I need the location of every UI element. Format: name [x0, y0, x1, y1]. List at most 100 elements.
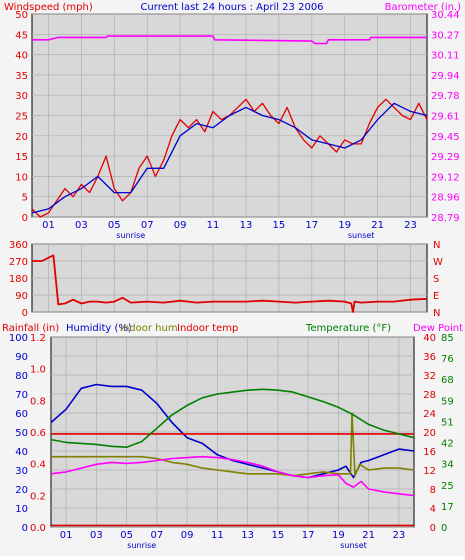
wind-baro-grid [32, 13, 427, 218]
series-dew-point [50, 455, 415, 497]
x-tick-label: 15 [272, 530, 285, 541]
legend-temperature: Temperature (°F) [305, 323, 391, 334]
x-tick-label: 09 [181, 530, 194, 541]
windspeed-tick-label: 45 [15, 30, 28, 41]
legend-indoor-temp: Indoor temp [177, 323, 238, 334]
barometer-tick-label: 30.27 [431, 30, 460, 41]
x-tick-label: 13 [241, 530, 254, 541]
x-tick-label: 05 [120, 530, 133, 541]
series-indoor-hum [51, 412, 415, 477]
humidity-tick-label: 30 [15, 466, 28, 477]
barometer-tick-label: 29.45 [431, 132, 460, 143]
series-wind-direction [32, 254, 428, 313]
windspeed-tick-label: 20 [15, 132, 28, 143]
rainfall-tick-label: 0.2 [30, 491, 46, 502]
direction-degree-tick-label: 360 [9, 240, 28, 251]
humidity-tick-label: 80 [15, 371, 28, 382]
humidity-temperature-grid [51, 336, 414, 528]
temperature-c-tick-label: 24 [423, 409, 436, 420]
sunset-marker: sunset [340, 541, 367, 550]
temperature-f-tick-label: 59 [441, 396, 454, 407]
temperature-c-tick-label: 36 [423, 352, 436, 363]
direction-degree-tick-label: 270 [9, 257, 28, 268]
temperature-c-tick-label: 20 [423, 428, 436, 439]
temperature-f-tick-label: 76 [441, 354, 454, 365]
direction-degree-tick-label: 180 [9, 274, 28, 285]
wind-direction-grid [32, 243, 427, 313]
temperature-c-tick-label: 4 [430, 504, 436, 515]
temperature-f-tick-label: 25 [441, 481, 454, 492]
temperature-c-tick-label: 0 [430, 523, 436, 534]
rainfall-tick-label: 1.0 [30, 365, 46, 376]
direction-degree-tick-label: 90 [15, 291, 28, 302]
windspeed-tick-label: 40 [15, 51, 28, 62]
windspeed-tick-labels: 0 5 10 15 20 25 30 35 40 45 50 [15, 10, 28, 224]
chart-title: Current last 24 hours : April 23 2006 [140, 2, 323, 13]
barometer-tick-label: 29.12 [431, 172, 460, 183]
temperature-f-tick-labels: 0 17 25 34 42 51 59 68 76 85 [441, 333, 454, 534]
x-tick-label: 07 [141, 220, 154, 231]
x-tick-label: 01 [60, 530, 73, 541]
direction-compass-tick-label: N [433, 240, 440, 251]
humidity-temperature-series [50, 383, 415, 527]
temperature-c-tick-label: 40 [423, 333, 436, 344]
barometer-tick-labels: 28.79 28.96 29.12 29.29 29.45 29.61 29.78 29.94… [431, 10, 460, 224]
temperature-c-tick-label: 8 [430, 485, 436, 496]
rainfall-tick-label: 0.8 [30, 396, 46, 407]
windspeed-tick-label: 25 [15, 112, 28, 123]
x-tick-label: 15 [273, 220, 286, 231]
humidity-tick-label: 60 [15, 409, 28, 420]
x-tick-label: 09 [174, 220, 187, 231]
x-tick-label: 21 [371, 220, 384, 231]
humidity-tick-label: 10 [15, 504, 28, 515]
rainfall-tick-label: 1.2 [30, 333, 46, 344]
x-tick-label: 17 [302, 530, 315, 541]
temperature-c-tick-label: 16 [423, 447, 436, 458]
legend-humidity: Humidity (%) [66, 323, 132, 334]
humidity-tick-label: 50 [15, 428, 28, 439]
x-tick-label: 19 [338, 220, 351, 231]
barometer-tick-label: 29.94 [431, 71, 460, 82]
windspeed-tick-label: 5 [22, 193, 28, 204]
wind-direction-series [32, 254, 428, 313]
x-tick-label: 11 [207, 220, 220, 231]
direction-degree-tick-labels: 0 90 180 270 360 [9, 240, 28, 319]
temperature-f-tick-label: 17 [441, 502, 454, 513]
temperature-c-tick-label: 12 [423, 466, 436, 477]
temperature-f-tick-label: 42 [441, 439, 454, 450]
temperature-c-tick-label: 28 [423, 390, 436, 401]
x-tick-label: 01 [42, 220, 55, 231]
humidity-temperature-sun-markers: sunrise sunset [127, 541, 366, 550]
x-tick-label: 19 [332, 530, 345, 541]
x-tick-label: 03 [90, 530, 103, 541]
series-barometer-in [32, 35, 427, 45]
barometer-tick-label: 28.79 [431, 213, 460, 224]
barometer-tick-label: 28.96 [431, 193, 460, 204]
temperature-c-tick-label: 32 [423, 371, 436, 382]
direction-degree-tick-label: 0 [22, 308, 28, 319]
barometer-axis-title: Barometer (in.) [385, 2, 461, 13]
humidity-tick-label: 70 [15, 390, 28, 401]
barometer-tick-label: 30.44 [431, 10, 460, 21]
windspeed-tick-label: 50 [15, 10, 28, 21]
windspeed-axis-title: Windspeed (mph) [4, 2, 93, 13]
direction-compass-tick-label: W [433, 257, 443, 268]
x-tick-label: 23 [393, 530, 406, 541]
humidity-tick-label: 20 [15, 485, 28, 496]
sunrise-marker: sunrise [116, 231, 145, 240]
temperature-f-tick-label: 0 [441, 523, 447, 534]
wind-baro-sun-markers: sunrise sunset [116, 231, 374, 240]
humidity-tick-label: 100 [9, 333, 28, 344]
series-temperature-f [50, 388, 415, 449]
rainfall-tick-labels: 0.0 0.2 0.4 0.6 0.8 1.0 1.2 [30, 333, 46, 534]
x-tick-label: 21 [362, 530, 375, 541]
windspeed-tick-label: 0 [22, 213, 28, 224]
humidity-temperature-panel: 0.00.20.40.60.81.01.2 010203040506070809… [2, 323, 463, 550]
direction-compass-tick-label: N [433, 308, 440, 319]
sunrise-marker: sunrise [127, 541, 156, 550]
x-tick-label: 11 [211, 530, 224, 541]
temperature-c-tick-labels: 0 4 8 12 16 20 24 28 32 36 40 [423, 333, 436, 534]
